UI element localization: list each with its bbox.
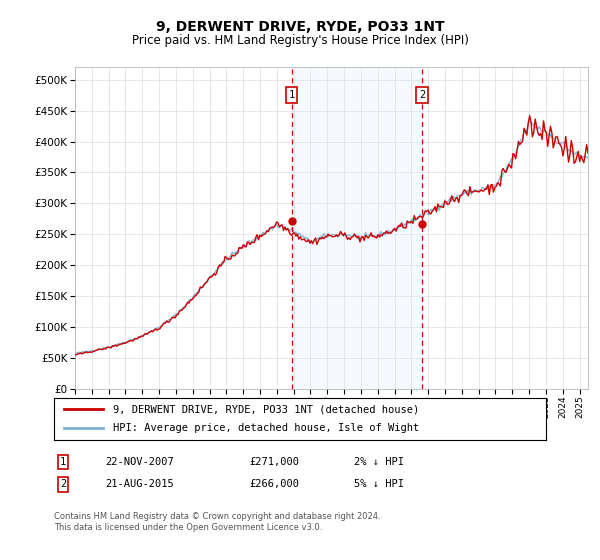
Text: 1: 1 <box>289 90 295 100</box>
Text: 1: 1 <box>60 457 66 467</box>
Text: 21-AUG-2015: 21-AUG-2015 <box>105 479 174 489</box>
Text: Contains HM Land Registry data © Crown copyright and database right 2024.
This d: Contains HM Land Registry data © Crown c… <box>54 512 380 532</box>
Text: Price paid vs. HM Land Registry's House Price Index (HPI): Price paid vs. HM Land Registry's House … <box>131 34 469 46</box>
Text: 2: 2 <box>60 479 66 489</box>
Text: HPI: Average price, detached house, Isle of Wight: HPI: Average price, detached house, Isle… <box>113 423 419 433</box>
Text: £271,000: £271,000 <box>249 457 299 467</box>
Text: 9, DERWENT DRIVE, RYDE, PO33 1NT (detached house): 9, DERWENT DRIVE, RYDE, PO33 1NT (detach… <box>113 404 419 414</box>
Bar <box>292 67 422 389</box>
Text: £266,000: £266,000 <box>249 479 299 489</box>
Text: 2: 2 <box>419 90 425 100</box>
Text: 9, DERWENT DRIVE, RYDE, PO33 1NT: 9, DERWENT DRIVE, RYDE, PO33 1NT <box>155 20 445 34</box>
Text: 5% ↓ HPI: 5% ↓ HPI <box>354 479 404 489</box>
Text: 2% ↓ HPI: 2% ↓ HPI <box>354 457 404 467</box>
Text: 22-NOV-2007: 22-NOV-2007 <box>105 457 174 467</box>
